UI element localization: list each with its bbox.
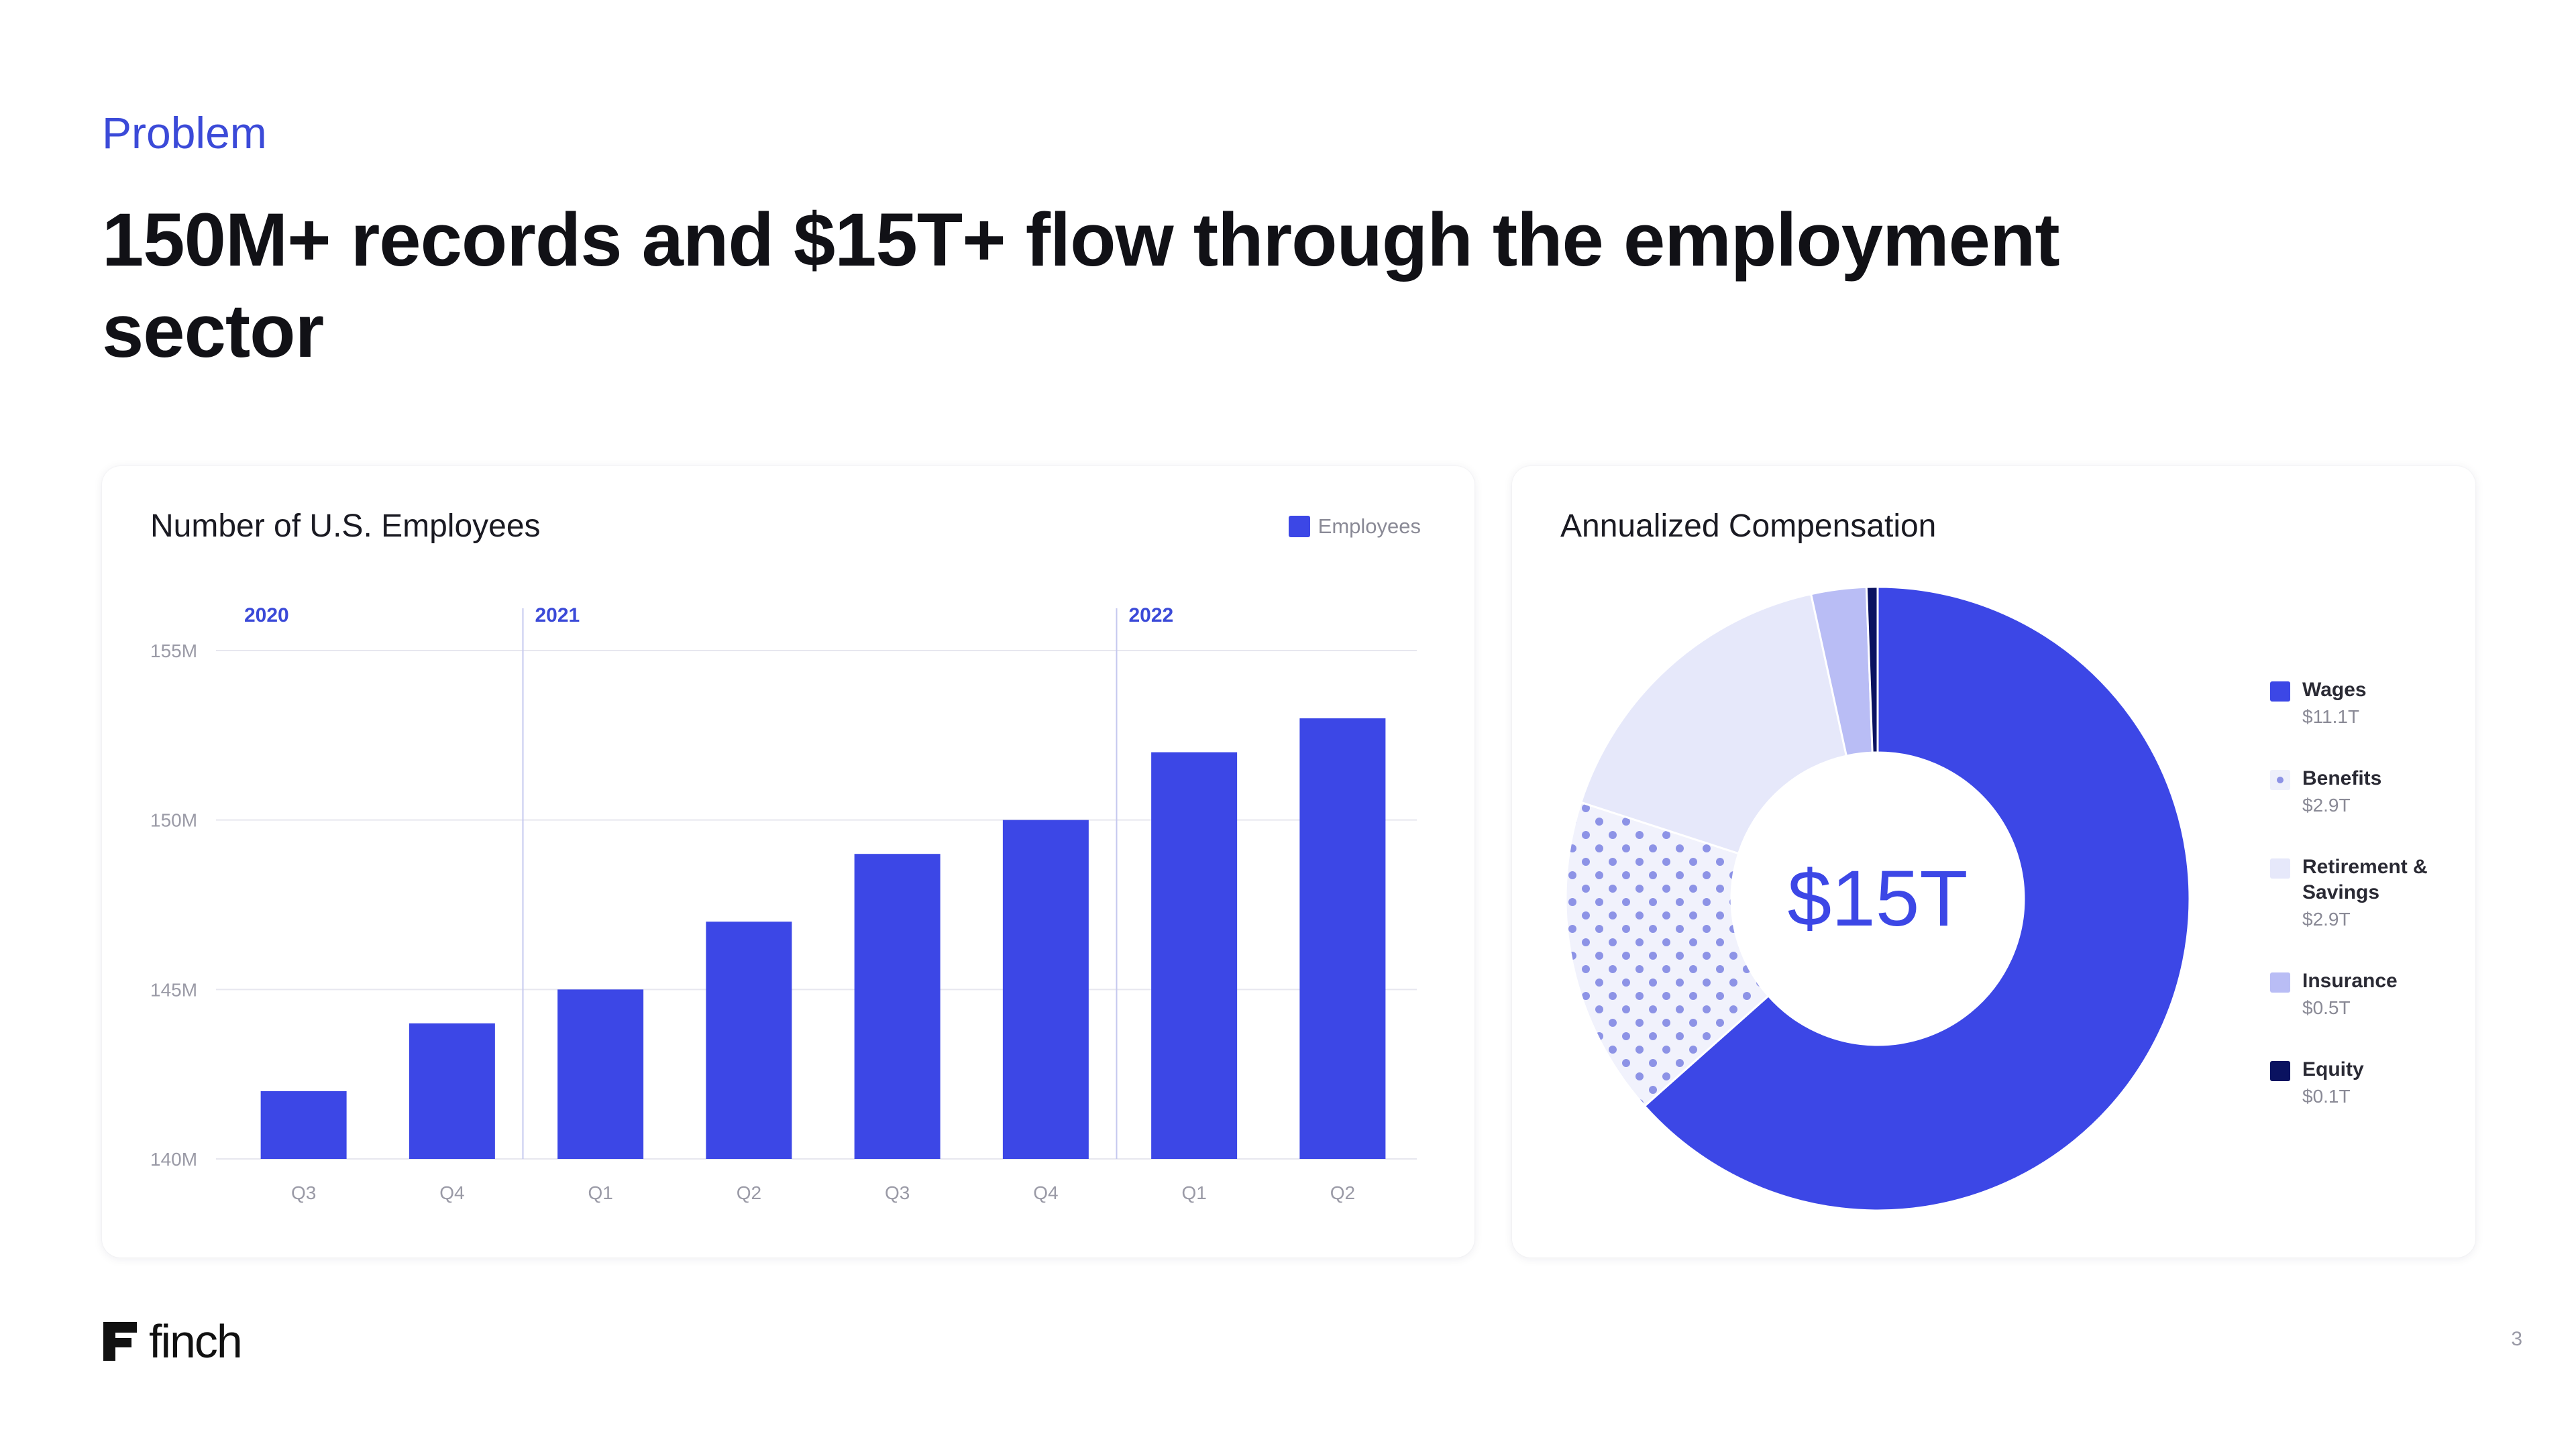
year-label: 2021 [535,604,580,626]
bar-employees [557,989,644,1159]
bar-employees [706,922,792,1159]
bar-employees [1002,820,1089,1159]
employees-chart-card: Number of U.S. Employees Employees 140M 1… [102,466,1474,1258]
donut-chart-title: Annualized Compensation [1560,508,1937,544]
page-number: 3 [2511,1328,2522,1350]
section-label: Problem [102,108,267,158]
compensation-chart-card: Annualized Compensation $15T Wages $11.1T… [1512,466,2475,1258]
legend-label: Equity [2302,1058,2364,1080]
legend-swatch [2270,972,2290,993]
x-tick-label: Q1 [1181,1182,1206,1203]
legend-item: Wages $11.1T [2270,677,2471,766]
donut-slice-wages [1643,585,2191,1212]
bar-chart-title: Number of U.S. Employees [150,508,541,544]
logo-text: finch [149,1315,243,1368]
x-tick-label: Q2 [1330,1182,1355,1203]
donut-slice-benefits [1564,801,1770,1108]
donut-legend: Wages $11.1T Benefits $2.9T Retirement & Savi… [2270,677,2471,1146]
legend-label-employees: Employees [1318,514,1421,538]
legend-value: $2.9T [2302,795,2351,816]
bar-employees [260,1091,347,1159]
year-label: 2022 [1129,604,1174,626]
y-tick-label: 155M [150,640,197,661]
bar-employees [409,1023,495,1159]
legend-label: Benefits [2302,767,2382,789]
x-tick-label: Q1 [588,1182,612,1203]
page-title: 150M+ records and $15T+ flow through the… [102,198,2060,373]
donut-slice-retirement-savings [1579,592,1848,855]
finch-logo-icon [103,1322,137,1361]
bar-chart-legend: Employees [1288,514,1421,539]
legend-item: Benefits $2.9T [2270,766,2471,854]
x-tick-label: Q3 [885,1182,910,1203]
x-tick-label: Q4 [1033,1182,1058,1203]
legend-label: Wages [2302,679,2367,701]
donut-slice-equity [1865,585,1879,754]
legend-swatch [2270,681,2290,702]
x-tick-label: Q4 [439,1182,464,1203]
x-tick-label: Q2 [737,1182,761,1203]
legend-item: Retirement & Savings $2.9T [2270,854,2471,968]
bar-employees [1151,752,1238,1159]
legend-value: $2.9T [2302,909,2351,930]
legend-item: Equity $0.1T [2270,1057,2471,1146]
legend-swatch [2270,770,2290,790]
x-tick-label: Q3 [291,1182,316,1203]
legend-value: $0.1T [2302,1086,2351,1107]
y-tick-label: 145M [150,979,197,1000]
year-label: 2020 [244,604,289,626]
bar-employees [854,854,941,1159]
legend-swatch-employees [1288,516,1310,537]
bar-employees [1299,718,1386,1159]
finch-logo: finch [101,1315,243,1368]
bar-chart: 140M 145M 150M 155M 2020 2021 2022 Q3 Q4 Q1 Q2 Q3 Q4… [150,604,1417,1203]
legend-label: Retirement & Savings [2302,856,2428,903]
legend-swatch [2270,1061,2290,1081]
y-tick-label: 150M [150,810,197,831]
y-tick-label: 140M [150,1149,197,1170]
donut-center-label: $15T [1788,854,1968,943]
legend-value: $0.5T [2302,997,2351,1018]
legend-value: $11.1T [2302,706,2360,727]
legend-item: Insurance $0.5T [2270,968,2471,1057]
donut-chart: $15T [1564,585,2191,1212]
legend-swatch [2270,858,2290,879]
legend-label: Insurance [2302,970,2398,992]
